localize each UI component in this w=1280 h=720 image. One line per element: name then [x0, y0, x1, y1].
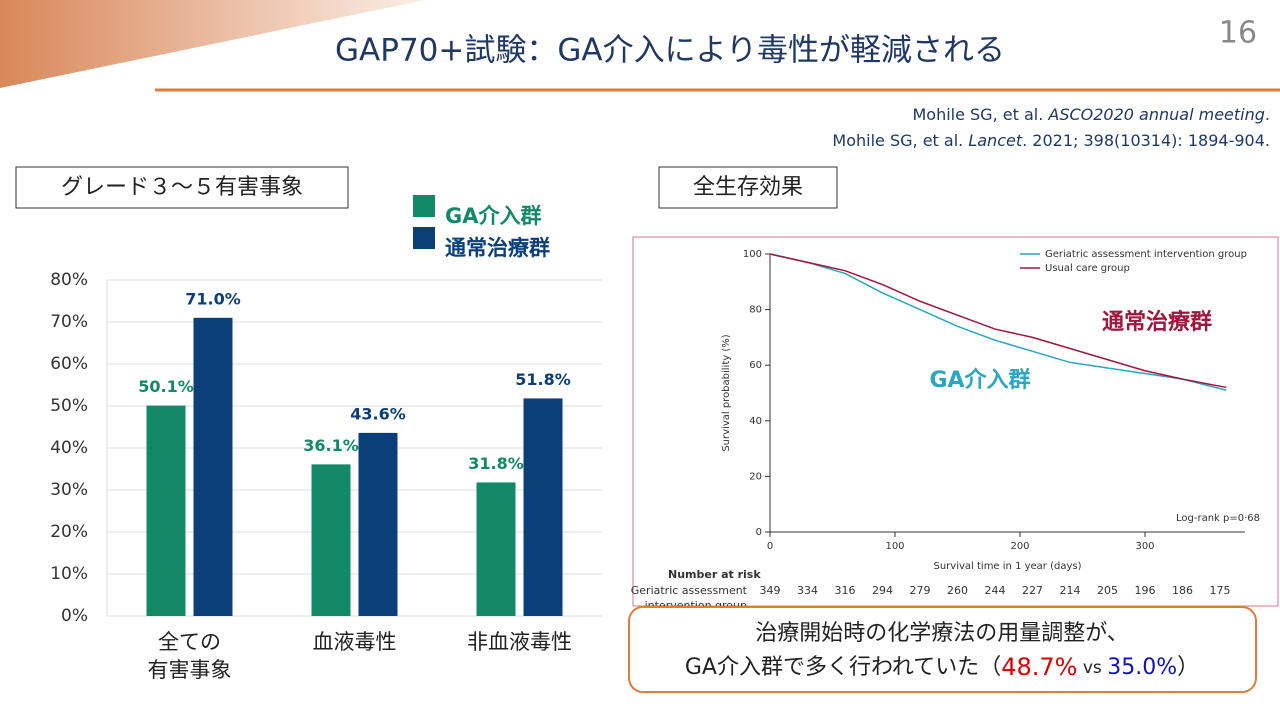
y-tick-label: 70% — [50, 312, 88, 332]
bar — [476, 482, 516, 616]
value-label: 31.8% — [468, 454, 524, 473]
y-tick-label: 10% — [50, 564, 88, 584]
reference: Mohile SG, et al. ASCO2020 annual meetin… — [912, 105, 1270, 124]
value-label: 51.8% — [515, 370, 571, 389]
legend-swatch — [413, 195, 435, 217]
at-risk-count: 260 — [947, 584, 968, 597]
at-risk-count: 294 — [872, 584, 893, 597]
at-risk-count: 186 — [1172, 584, 1193, 597]
at-risk-count: 279 — [910, 584, 931, 597]
slide-title: GAP70+試験：GA介入により毒性が軽減される — [335, 33, 1005, 69]
y-tick-label: 40% — [50, 438, 88, 458]
x-tick-label: 血液毒性 — [312, 630, 397, 654]
at-risk-count: 214 — [1060, 584, 1081, 597]
y-tick-label: 30% — [50, 480, 88, 500]
bar — [311, 464, 351, 616]
survival-curve — [769, 253, 1227, 391]
x-tick-label: 全ての 有害事象 — [147, 630, 232, 682]
x-tick-label: 非血液毒性 — [467, 630, 572, 654]
y-axis-label: Survival probability (%) — [721, 334, 732, 451]
at-risk-label: Geriatric assessment — [631, 584, 748, 597]
at-risk-count: 349 — [760, 584, 781, 597]
value-label: 43.6% — [350, 404, 406, 423]
section-label: 全生存効果 — [693, 175, 803, 200]
annotation: GA介入群 — [929, 367, 1030, 393]
conclusion-text: GA介入群で多く行われていた（48.7% vs 35.0%） — [685, 653, 1199, 681]
reference: Mohile SG, et al. Lancet. 2021; 398(1031… — [832, 131, 1270, 150]
at-risk-count: 196 — [1135, 584, 1156, 597]
bar — [193, 317, 233, 616]
y-tick-label: 80% — [50, 270, 88, 290]
at-risk-count: 244 — [985, 584, 1006, 597]
bar — [146, 405, 186, 616]
section-label: グレード３～５有害事象 — [61, 175, 303, 200]
value-label: 71.0% — [185, 289, 241, 308]
section-box — [658, 166, 838, 209]
x-tick-label: 0 — [767, 541, 773, 552]
annotation: 通常治療群 — [1102, 309, 1212, 335]
survival-curve — [769, 253, 1227, 389]
y-tick-label: 60 — [749, 360, 762, 371]
section-box — [15, 166, 349, 209]
at-risk-count: 175 — [1210, 584, 1231, 597]
y-tick-label: 80 — [749, 305, 762, 316]
annotation: Log-rank p=0·68 — [1176, 513, 1260, 524]
figure-frame — [632, 236, 1279, 607]
at-risk-title: Number at risk — [668, 568, 761, 581]
y-tick-label: 20% — [50, 522, 88, 542]
page-number: 16 — [1219, 16, 1257, 51]
conclusion-text: 治療開始時の化学療法の用量調整が、 — [755, 621, 1129, 646]
x-tick-label: 300 — [1135, 541, 1154, 552]
y-tick-label: 20 — [749, 471, 762, 482]
legend-label: Geriatric assessment intervention group — [1045, 249, 1247, 260]
at-risk-count: 227 — [1022, 584, 1043, 597]
value-label: 50.1% — [138, 377, 194, 396]
legend-swatch — [413, 227, 435, 249]
y-tick-label: 100 — [743, 249, 762, 260]
y-tick-label: 0% — [61, 606, 88, 626]
legend-label: Usual care group — [1045, 263, 1130, 274]
y-tick-label: 60% — [50, 354, 88, 374]
x-tick-label: 200 — [1010, 541, 1029, 552]
at-risk-count: 316 — [835, 584, 856, 597]
conclusion-box — [628, 606, 1257, 693]
at-risk-count: 334 — [797, 584, 818, 597]
y-tick-label: 40 — [749, 416, 762, 427]
x-axis-label: Survival time in 1 year (days) — [934, 561, 1082, 572]
legend-label: GA介入群 — [445, 204, 542, 228]
y-tick-label: 0 — [756, 527, 762, 538]
value-label: 36.1% — [303, 436, 359, 455]
legend-label: 通常治療群 — [445, 236, 550, 260]
bar — [358, 432, 398, 616]
y-tick-label: 50% — [50, 396, 88, 416]
x-tick-label: 100 — [885, 541, 904, 552]
at-risk-count: 205 — [1097, 584, 1118, 597]
header-decoration — [0, 0, 425, 88]
bar — [523, 398, 563, 616]
